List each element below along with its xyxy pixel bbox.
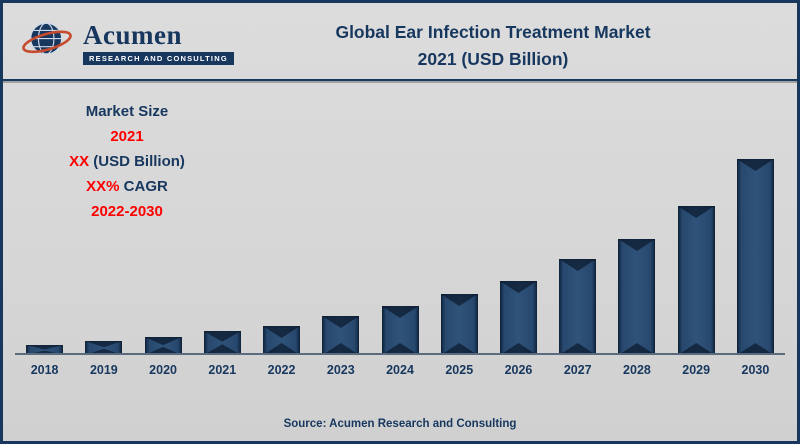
chart-title-line2: 2021 (USD Billion) <box>417 49 569 69</box>
x-axis-label-2020: 2020 <box>149 363 177 377</box>
bar-column-2023: 2023 <box>311 95 370 377</box>
bar-2026 <box>499 281 537 355</box>
source-note: Source: Acumen Research and Consulting <box>283 418 517 430</box>
bar-chart: 2018 2019 2020 2021 2022 2023 2024 2025 2026 2027… <box>15 95 785 377</box>
annotation-cagr: XX% CAGR <box>86 178 168 195</box>
bar-column-2019: 2019 <box>74 95 133 377</box>
x-axis-line <box>15 353 785 355</box>
x-axis-label-2019: 2019 <box>89 363 118 377</box>
bar-2018 <box>26 345 64 355</box>
bar-column-2024: 2024 <box>370 95 429 377</box>
bar-2029 <box>677 206 715 355</box>
bar-column-2026: 2026 <box>489 95 548 377</box>
annotation-year: 2021 <box>110 128 144 145</box>
bar-column-2029: 2029 <box>667 95 726 377</box>
logo-tagline: RESEARCH AND CONSULTING <box>83 52 234 65</box>
globe-icon <box>19 15 75 72</box>
chart-title-line1: Global Ear Infection Treatment Market <box>335 22 651 42</box>
bar-2021 <box>203 331 241 355</box>
logo-brand-name: Acumen <box>83 20 182 51</box>
x-axis-label-2026: 2026 <box>504 363 533 377</box>
bar-column-2022: 2022 <box>252 95 311 377</box>
x-axis-label-2030: 2030 <box>741 363 770 377</box>
bar-2023 <box>322 316 360 355</box>
acumen-logo: Acumen RESEARCH AND CONSULTING <box>19 15 234 72</box>
bar-2027 <box>559 259 597 355</box>
x-axis-label-2023: 2023 <box>326 363 355 377</box>
bar-column-2020: 2020 <box>133 95 192 377</box>
bar-2024 <box>381 306 419 355</box>
bar-2030 <box>736 159 774 355</box>
logo-text: Acumen RESEARCH AND CONSULTING <box>83 22 234 65</box>
x-axis-label-2021: 2021 <box>208 363 237 377</box>
x-axis-label-2018: 2018 <box>30 363 59 377</box>
bar-column-2030: 2030 <box>726 95 785 377</box>
bar-2022 <box>263 326 301 355</box>
x-axis-label-2027: 2027 <box>563 363 592 377</box>
bar-column-2025: 2025 <box>430 95 489 377</box>
x-axis-label-2022: 2022 <box>267 363 296 377</box>
annotation-value: XX (USD Billion) <box>69 153 185 170</box>
market-size-annotation: Market Size 2021 XX (USD Billion) XX% CA… <box>27 99 227 224</box>
bar-column-2027: 2027 <box>548 95 607 377</box>
bar-2020 <box>144 337 182 355</box>
x-axis-label-2029: 2029 <box>682 363 711 377</box>
chart-title: Global Ear Infection Treatment Market 20… <box>253 19 733 73</box>
x-axis-label-2025: 2025 <box>445 363 474 377</box>
plot-area: 2018 2019 2020 2021 2022 2023 2024 2025 2026 2027… <box>15 95 785 377</box>
bar-column-2021: 2021 <box>193 95 252 377</box>
annotation-forecast-period: 2022-2030 <box>91 203 163 220</box>
bar-column-2018: 2018 <box>15 95 74 377</box>
x-axis-label-2024: 2024 <box>386 363 414 377</box>
bar-2025 <box>440 294 478 355</box>
annotation-market-size: Market Size <box>85 103 169 120</box>
header-divider <box>3 79 797 81</box>
bar-column-2028: 2028 <box>607 95 666 377</box>
bar-2028 <box>618 239 656 355</box>
x-axis-label-2028: 2028 <box>623 363 651 377</box>
bar-2019 <box>85 341 123 355</box>
